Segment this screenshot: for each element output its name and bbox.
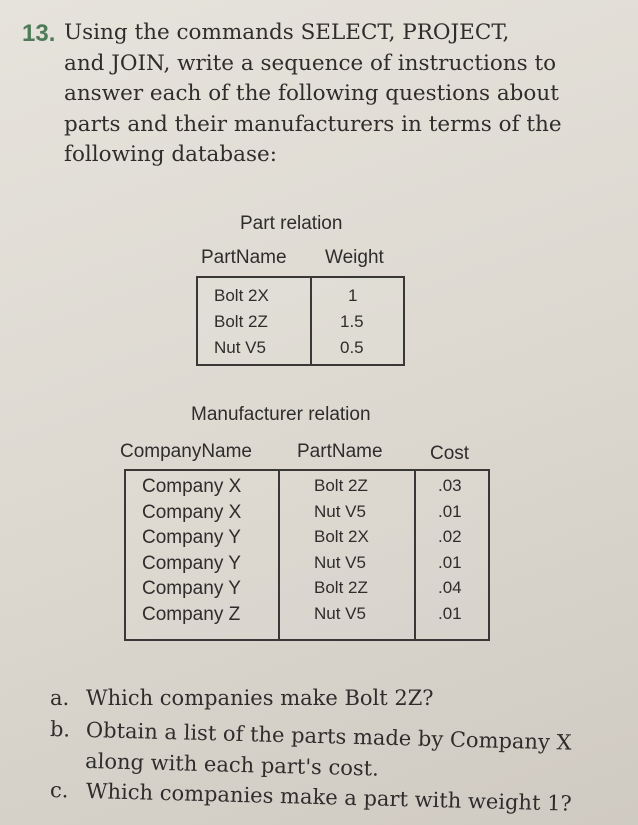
weight-cell: 1 (348, 286, 358, 305)
company-cell: Company Y (142, 552, 241, 574)
part-relation-table: Bolt 2X 1 Bolt 2Z 1.5 Nut V5 0.5 (196, 276, 405, 366)
part-relation-title: Part relation (240, 213, 343, 234)
question-line: Using the commands SELECT, PROJECT, (64, 20, 510, 45)
company-cell: Company Y (142, 578, 241, 599)
question-number: 13. (22, 20, 56, 47)
mfr-header-company: CompanyName (120, 441, 252, 462)
cost-cell: .04 (438, 578, 462, 597)
mfr-header-partname: PartName (297, 441, 383, 462)
weight-cell: 1.5 (340, 312, 364, 331)
partname-cell: Nut V5 (314, 603, 366, 623)
partname-cell: Bolt 2X (314, 527, 369, 546)
subquestion-text: Which companies make a part with weight … (85, 778, 573, 816)
mfr-header-cost: Cost (430, 443, 470, 464)
question-text: Using the commands SELECT, PROJECT, and … (64, 18, 562, 171)
subquestion-label: b. (49, 717, 71, 742)
subquestion-c: c. Which companies make a part with weig… (49, 775, 572, 816)
question-line: and JOIN, write a sequence of instructio… (64, 50, 557, 76)
subquestion-b: b. Obtain a list of the parts made by Co… (49, 714, 572, 781)
manufacturer-relation-title: Manufacturer relation (191, 404, 371, 425)
partname-cell: Nut V5 (314, 501, 366, 521)
subquestion-label: a. (50, 686, 70, 710)
cost-cell: .02 (438, 527, 462, 546)
question-line: parts and their manufacturers in terms o… (64, 111, 562, 137)
company-cell: Company X (142, 476, 242, 497)
cost-cell: .01 (438, 552, 462, 572)
company-cell: Company Z (142, 603, 241, 625)
subquestion-text: Which companies make Bolt 2Z? (86, 686, 434, 710)
weight-cell: 0.5 (340, 338, 364, 357)
company-cell: Company X (142, 501, 242, 523)
company-cell: Company Y (142, 527, 241, 548)
part-cell: Nut V5 (214, 338, 266, 357)
cost-cell: .01 (438, 501, 462, 521)
question-line: following database: (64, 142, 277, 167)
cost-cell: .01 (438, 603, 462, 623)
cost-cell: .03 (438, 476, 462, 495)
partname-cell: Nut V5 (314, 552, 366, 572)
partname-cell: Bolt 2Z (314, 578, 368, 597)
part-cell: Bolt 2X (214, 286, 269, 305)
partname-cell: Bolt 2Z (314, 476, 368, 495)
subquestion-label: c. (49, 778, 69, 803)
part-header-partname: PartName (201, 247, 287, 268)
manufacturer-relation-table: Company X Bolt 2Z .03 Company X Nut V5 .01 Com… (124, 469, 490, 641)
subquestion-a: a. Which companies make Bolt 2Z? (50, 683, 434, 713)
question-line: answer each of the following questions a… (64, 81, 559, 106)
part-cell: Bolt 2Z (214, 312, 268, 331)
part-header-weight: Weight (325, 247, 384, 268)
